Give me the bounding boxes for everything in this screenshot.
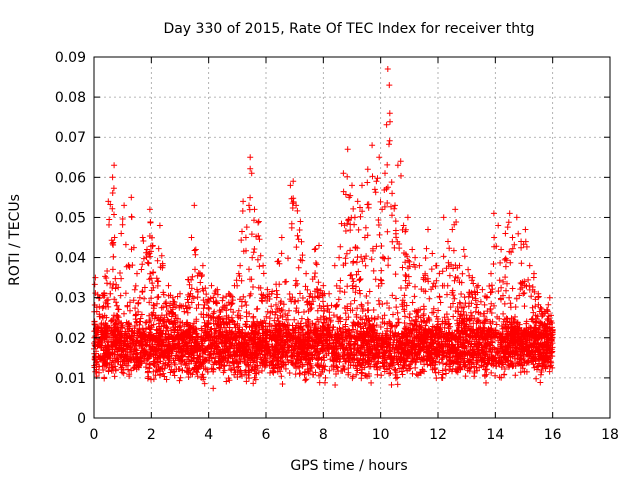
x-tick-label: 12 [429, 427, 447, 443]
x-tick-label: 8 [319, 427, 328, 443]
x-tick-label: 16 [544, 427, 562, 443]
y-tick-label: 0.03 [55, 291, 86, 307]
plot-frame [93, 56, 611, 419]
x-tick-label: 4 [204, 427, 213, 443]
y-tick-label: 0.04 [55, 251, 86, 267]
y-tick-label: 0.05 [55, 210, 86, 226]
y-tick-label: 0.08 [55, 90, 86, 106]
y-tick-label: 0.06 [55, 170, 86, 186]
x-tick-label: 0 [90, 427, 99, 443]
y-tick-label: 0.01 [55, 371, 86, 387]
x-axis-label: GPS time / hours [290, 458, 407, 474]
axis-ticks: 0 2 4 6 8 10 12 14 16 18 0 0.01 0.02 0.03 0.04 0.05 0.06… [55, 50, 619, 443]
gridlines [94, 57, 610, 418]
y-axis-label: ROTI / TECUs [7, 194, 23, 286]
x-tick-label: 10 [372, 427, 390, 443]
chart-title: Day 330 of 2015, Rate Of TEC Index for r… [163, 21, 534, 37]
y-tick-label: 0 [77, 411, 86, 427]
y-tick-label: 0.09 [55, 50, 86, 66]
roti-point-markers [91, 66, 556, 392]
data-points [91, 66, 556, 392]
x-tick-label: 18 [601, 427, 619, 443]
y-tick-label: 0.02 [55, 331, 86, 347]
x-tick-label: 6 [262, 427, 271, 443]
x-tick-label: 2 [147, 427, 156, 443]
x-tick-label: 14 [486, 427, 504, 443]
y-tick-label: 0.07 [55, 130, 86, 146]
